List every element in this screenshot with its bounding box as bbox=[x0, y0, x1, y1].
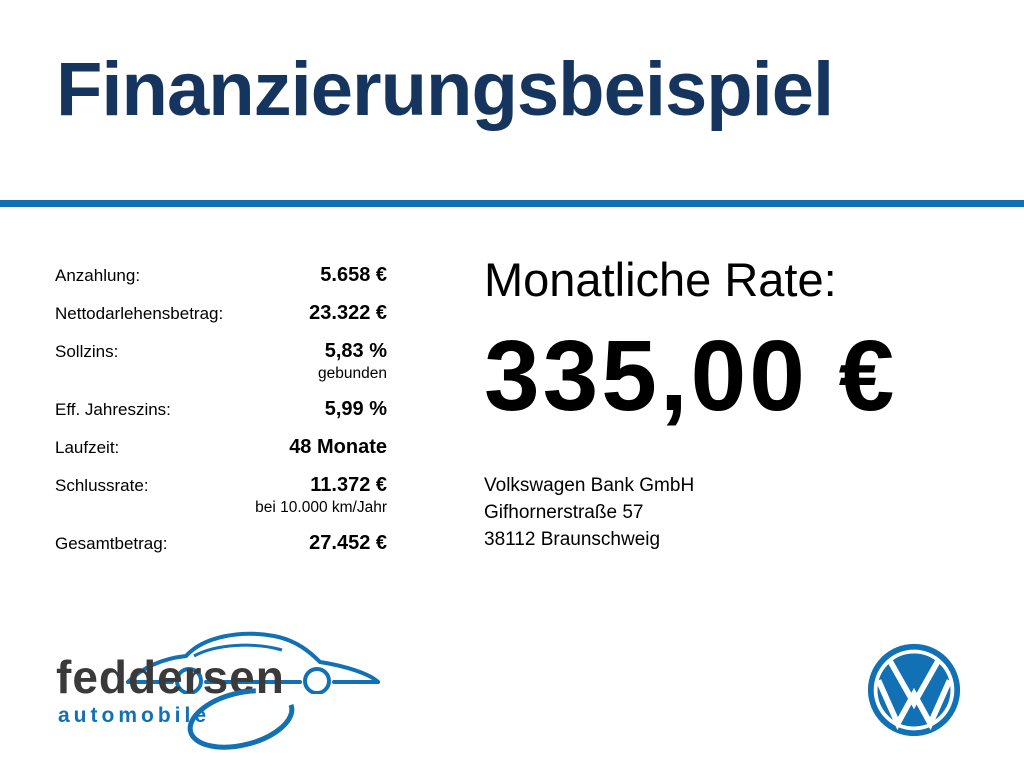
finance-value: 5,99 % bbox=[324, 398, 387, 420]
divider-rule bbox=[0, 200, 1024, 207]
finance-note: bei 10.000 km/Jahr bbox=[255, 499, 387, 516]
table-row: Gesamtbetrag: 27.452 € bbox=[55, 532, 387, 555]
dealer-logo: feddersen automobile bbox=[56, 626, 396, 756]
table-row: Nettodarlehensbetrag: 23.322 € bbox=[55, 302, 387, 325]
finance-table: Anzahlung: 5.658 € Nettodarlehensbetrag:… bbox=[55, 264, 387, 570]
finance-label: Gesamtbetrag: bbox=[55, 534, 168, 553]
vw-logo-icon bbox=[867, 643, 961, 737]
finance-note: gebunden bbox=[318, 365, 387, 382]
finance-label: Nettodarlehensbetrag: bbox=[55, 304, 224, 323]
monthly-rate-amount: 335,00 € bbox=[484, 320, 898, 432]
dealer-name: feddersen bbox=[56, 651, 285, 703]
finance-label: Eff. Jahreszins: bbox=[55, 400, 171, 419]
finance-label: Anzahlung: bbox=[55, 266, 141, 285]
finance-label: Laufzeit: bbox=[55, 438, 120, 457]
finance-value: 5,83 % bbox=[324, 340, 387, 362]
table-row: Eff. Jahreszins: 5,99 % bbox=[55, 398, 387, 421]
finance-value: 27.452 € bbox=[309, 532, 387, 554]
swoosh-icon bbox=[187, 688, 295, 750]
finance-value: 23.322 € bbox=[309, 302, 387, 324]
finance-label: Sollzins: bbox=[55, 342, 119, 361]
table-row: Sollzins: 5,83 % gebunden bbox=[55, 340, 387, 383]
page-title: Finanzierungsbeispiel bbox=[56, 47, 834, 132]
monthly-rate-heading: Monatliche Rate: bbox=[484, 253, 837, 306]
car-sketch-icon bbox=[126, 631, 380, 694]
finance-value: 5.658 € bbox=[320, 264, 387, 286]
bank-city: 38112 Braunschweig bbox=[484, 529, 661, 550]
table-row: Anzahlung: 5.658 € bbox=[55, 264, 387, 287]
bank-street: Gifhornerstraße 57 bbox=[484, 502, 644, 523]
table-row: Laufzeit: 48 Monate bbox=[55, 436, 387, 459]
table-row: Schlussrate: 11.372 € bei 10.000 km/Jahr bbox=[55, 474, 387, 517]
finance-value: 11.372 € bbox=[310, 474, 387, 496]
dealer-subtitle: automobile bbox=[58, 704, 211, 727]
finance-value: 48 Monate bbox=[289, 436, 387, 458]
bank-address: Volkswagen Bank GmbH Gifhornerstraße 57 … bbox=[484, 472, 1024, 553]
bank-name: Volkswagen Bank GmbH bbox=[484, 475, 695, 496]
finance-label: Schlussrate: bbox=[55, 476, 149, 495]
monthly-rate-block: Monatliche Rate: 335,00 € Volkswagen Ban… bbox=[484, 252, 1024, 553]
